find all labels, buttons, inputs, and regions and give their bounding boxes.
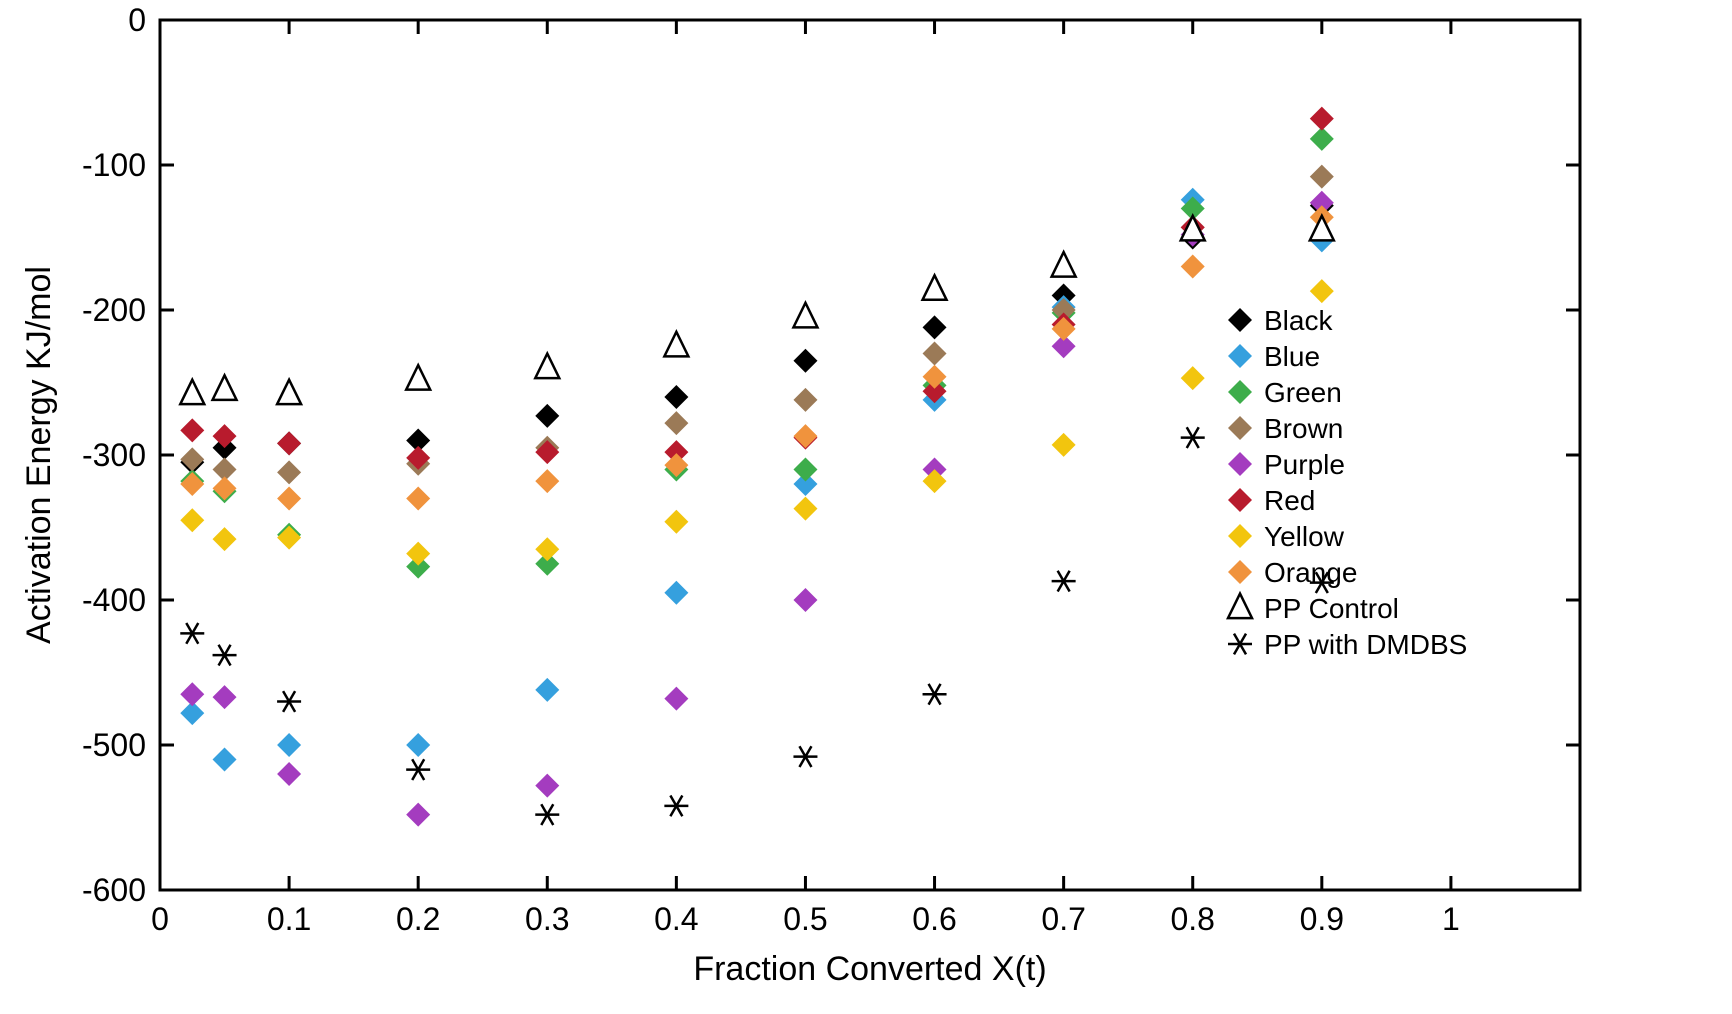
x-tick-label: 0.5 bbox=[783, 901, 827, 937]
x-tick-label: 0 bbox=[151, 901, 169, 937]
chart-container: 0 0.1 0.2 0.3 0.4 0.5 0.6 0.7 0.8 0.9 1 -600 -500 -40… bbox=[0, 0, 1732, 1014]
legend-label: Yellow bbox=[1264, 521, 1345, 552]
y-tick-label: 0 bbox=[128, 2, 146, 38]
legend-label: Red bbox=[1264, 485, 1315, 516]
legend-label: Brown bbox=[1264, 413, 1343, 444]
legend-label: Blue bbox=[1264, 341, 1320, 372]
x-tick-label: 0.7 bbox=[1041, 901, 1085, 937]
legend-label: PP with DMDBS bbox=[1264, 629, 1467, 660]
y-tick-label: -200 bbox=[82, 292, 146, 328]
x-axis-label: Fraction Converted X(t) bbox=[693, 950, 1046, 988]
legend-label: Orange bbox=[1264, 557, 1357, 588]
legend-label: Black bbox=[1264, 305, 1333, 336]
y-axis-label: Activation Energy KJ/mol bbox=[20, 266, 58, 644]
legend-label: Green bbox=[1264, 377, 1342, 408]
x-tick-label: 0.9 bbox=[1300, 901, 1344, 937]
legend-label: Purple bbox=[1264, 449, 1345, 480]
scatter-chart: 0 0.1 0.2 0.3 0.4 0.5 0.6 0.7 0.8 0.9 1 -600 -500 -40… bbox=[0, 0, 1732, 1014]
x-tick-label: 0.8 bbox=[1170, 901, 1214, 937]
legend-label: PP Control bbox=[1264, 593, 1399, 624]
y-tick-label: -600 bbox=[82, 872, 146, 908]
x-tick-label: 0.2 bbox=[396, 901, 440, 937]
y-tick-label: -400 bbox=[82, 582, 146, 618]
x-tick-label: 0.3 bbox=[525, 901, 569, 937]
x-tick-label: 1 bbox=[1442, 901, 1460, 937]
x-tick-label: 0.6 bbox=[912, 901, 956, 937]
x-tick-label: 0.1 bbox=[267, 901, 311, 937]
plot-area bbox=[160, 20, 1580, 890]
y-tick-label: -300 bbox=[82, 437, 146, 473]
x-tick-label: 0.4 bbox=[654, 901, 698, 937]
y-tick-label: -100 bbox=[82, 147, 146, 183]
y-tick-label: -500 bbox=[82, 727, 146, 763]
